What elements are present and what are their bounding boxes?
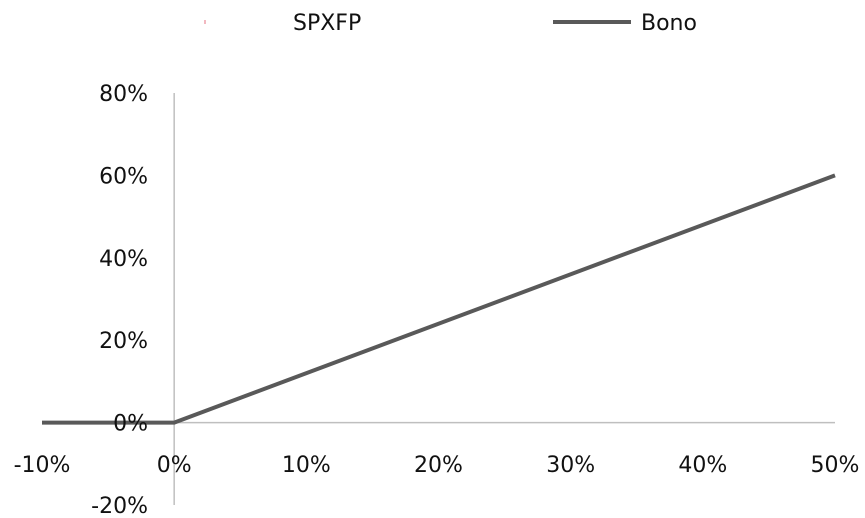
x-tick-label: 20% (414, 453, 463, 478)
legend-point-marker (204, 20, 206, 24)
y-tick-label: -20% (91, 494, 148, 518)
x-tick-label: 0% (157, 453, 192, 478)
x-tick-label: 40% (678, 453, 727, 478)
y-tick-label: 0% (113, 412, 148, 437)
legend: SPXFP Bono (204, 11, 697, 36)
legend-label: SPXFP (293, 11, 361, 36)
series-layer (42, 173, 836, 425)
x-tick-label: 10% (282, 453, 331, 478)
y-tick-label: 20% (99, 329, 148, 354)
series-line-bono (42, 173, 836, 425)
axes (42, 93, 835, 505)
legend-item-bono: Bono (553, 11, 697, 36)
y-tick-label: 80% (99, 82, 148, 107)
legend-label: Bono (641, 11, 697, 36)
y-tick-label: 60% (99, 164, 148, 189)
x-tick-label: 50% (811, 453, 860, 478)
x-tick-label: 30% (546, 453, 595, 478)
tick-labels: -20% 0% 20% 40% 60% 80% -10% 0% 10% 20% 30% 40% 50% (14, 82, 860, 518)
legend-item-spxfp: SPXFP (204, 11, 361, 36)
x-tick-label: -10% (14, 453, 71, 478)
y-tick-label: 40% (99, 247, 148, 272)
